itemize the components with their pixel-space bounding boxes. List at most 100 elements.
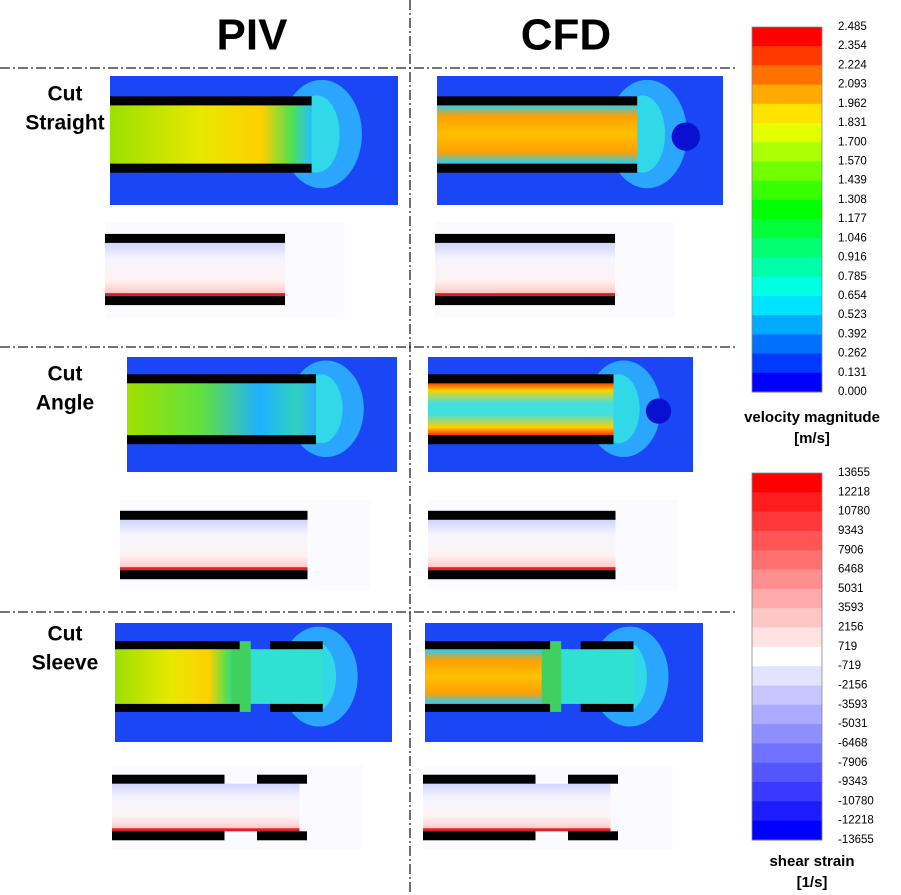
colorbar-band (752, 372, 822, 393)
pipe (115, 641, 240, 650)
colorbar-band (752, 685, 822, 706)
colorbar-tick-label: 3593 (838, 602, 864, 614)
pipe (437, 96, 638, 106)
colorbar-band (752, 334, 822, 355)
colorbar-tick-label: 13655 (838, 467, 870, 479)
colorbar-band (752, 492, 822, 513)
colorbar-tick-label: 1.962 (838, 98, 867, 110)
colorbar-tick-label: 1.700 (838, 136, 867, 148)
colorbar-band (752, 646, 822, 667)
pipe (110, 163, 312, 173)
contour-core (645, 398, 672, 424)
colorbar-tick-label: 719 (838, 641, 857, 653)
colorbar-band (752, 199, 822, 220)
pipe (257, 774, 307, 784)
pipe (428, 435, 614, 445)
colorbar-tick-label: -9343 (838, 776, 867, 788)
colorbar-band (752, 257, 822, 278)
colorbar-band (752, 180, 822, 201)
row-label: Cut (48, 83, 83, 106)
pipe (425, 703, 551, 712)
colorbar-band (752, 530, 822, 551)
colorbar-band (752, 161, 822, 182)
column-header: CFD (521, 11, 611, 60)
colorbar-tick-label: 2.485 (838, 21, 867, 33)
shear-field (435, 242, 615, 297)
pipe (115, 703, 240, 712)
shear-layer (428, 567, 616, 571)
colorbar-tick-label: 7906 (838, 544, 864, 556)
column-header: PIV (217, 11, 289, 60)
contour-jet (110, 104, 312, 164)
colorbar-band (752, 608, 822, 629)
contour-jet (428, 382, 614, 436)
colorbar-tick-label: 6468 (838, 564, 864, 576)
pipe (425, 641, 551, 650)
colorbar-band (752, 762, 822, 783)
colorbar-tick-label: 0.392 (838, 328, 867, 340)
colorbar-band (752, 666, 822, 686)
dividers (0, 0, 735, 895)
colorbar-tick-label: -10780 (838, 795, 874, 807)
shear-field (112, 783, 300, 832)
colorbar-tick-label: -12218 (838, 815, 874, 827)
shear-layer (120, 567, 308, 571)
pipe (435, 296, 615, 306)
colorbar-tick-label: 1.570 (838, 156, 867, 168)
pipe (105, 296, 285, 306)
row-label: Straight (25, 112, 104, 135)
pipe (423, 774, 536, 784)
colorbar-tick-label: -6468 (838, 737, 867, 749)
shear-layer (112, 828, 300, 832)
pipe (270, 703, 323, 712)
shear-field (423, 783, 611, 832)
colorbar-label: shear strain (769, 853, 854, 870)
colorbar-tick-label: 0.262 (838, 348, 867, 360)
row-label: Cut (48, 623, 83, 646)
pipe (127, 435, 316, 445)
colorbar-band (752, 473, 822, 493)
colorbar-frame (751, 26, 823, 393)
colorbar-tick-label: 2.093 (838, 79, 867, 91)
shear-layer (435, 293, 615, 297)
colorbar-band (752, 353, 822, 374)
pipe (580, 641, 634, 650)
colorbar-tick-label: 1.439 (838, 175, 867, 187)
pipe (105, 233, 285, 243)
pipe (110, 96, 312, 106)
colorbar-band (752, 782, 822, 802)
pipe (120, 510, 308, 520)
colorbar-label: [m/s] (794, 430, 830, 447)
colorbar-band (752, 103, 822, 124)
contour-jet (437, 104, 638, 164)
shear-layer (423, 828, 611, 832)
colorbar-tick-label: 1.308 (838, 194, 867, 206)
colorbar-tick-label: 0.785 (838, 271, 867, 283)
colorbar-tick-label: 1.046 (838, 232, 867, 244)
pipe (127, 374, 316, 384)
pipe (437, 163, 638, 173)
contour-core (671, 122, 701, 151)
pipe (428, 374, 614, 384)
colorbar-band (752, 820, 822, 841)
row-label: Sleeve (32, 652, 99, 675)
colorbar-tick-label: 10780 (838, 506, 870, 518)
colorbar-band (752, 724, 822, 744)
contour-jet (425, 649, 551, 704)
colorbar-tick-label: 0.916 (838, 252, 867, 264)
colorbar-band (752, 84, 822, 105)
colorbar-tick-label: 9343 (838, 525, 864, 537)
colorbar-band (752, 276, 822, 297)
colorbar-tick-label: 5031 (838, 583, 864, 595)
colorbar-tick-label: 0.131 (838, 367, 867, 379)
shear-field (120, 519, 308, 571)
colorbar-frame (751, 472, 823, 841)
contour-jet (115, 649, 240, 704)
colorbar-tick-label: 1.831 (838, 117, 867, 129)
colorbar-label: [1/s] (797, 874, 828, 891)
colorbar-band (752, 65, 822, 86)
colorbar-tick-label: 0.000 (838, 386, 867, 398)
colorbar-band (752, 46, 822, 66)
colorbar-tick-label: -3593 (838, 699, 867, 711)
